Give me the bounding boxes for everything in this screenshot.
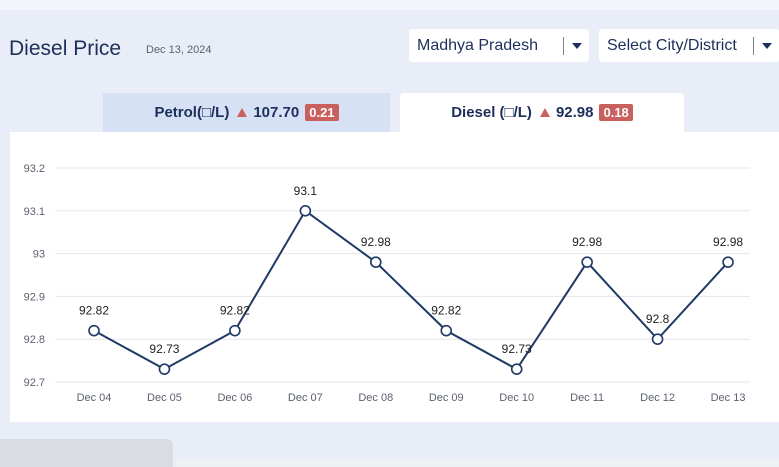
- data-label: 92.98: [713, 235, 743, 249]
- data-label: 92.98: [572, 235, 602, 249]
- x-tick-label: Dec 09: [429, 392, 464, 404]
- data-label: 92.82: [79, 304, 109, 318]
- price-line-chart: 92.7 92.8 92.9 93 93.1 93.2 Dec 04 Dec 05 Dec 06…: [24, 163, 750, 404]
- state-select-value: Madhya Pradesh: [417, 36, 538, 54]
- chevron-down-icon: [572, 42, 582, 49]
- data-point: [158, 363, 171, 375]
- arrow-up-icon: [237, 108, 248, 117]
- tab-diesel-label: Diesel (□/L): [451, 104, 532, 121]
- y-tick-label: 92.8: [24, 334, 45, 346]
- data-label: 92.82: [220, 304, 250, 318]
- x-tick-label: Dec 08: [358, 392, 393, 404]
- x-tick-label: Dec 04: [77, 392, 112, 404]
- top-strip: [0, 0, 779, 10]
- x-tick-label: Dec 11: [570, 392, 604, 404]
- data-point: [299, 205, 312, 217]
- x-tick-label: Dec 05: [147, 392, 182, 404]
- data-point: [651, 333, 664, 345]
- y-tick-label: 92.9: [24, 291, 45, 303]
- petrol-price: 107.70: [253, 104, 300, 121]
- data-point: [229, 324, 241, 337]
- arrow-up-icon: [539, 108, 550, 117]
- data-point: [369, 256, 382, 268]
- select-divider: [563, 36, 564, 55]
- tab-petrol[interactable]: Petrol(□/L) 107.70 0.21: [103, 93, 390, 132]
- data-point: [510, 363, 523, 375]
- data-label: 93.1: [294, 184, 318, 198]
- x-tick-label: Dec 13: [711, 392, 746, 404]
- city-select[interactable]: Select City/District: [599, 29, 779, 62]
- diesel-price: 92.98: [555, 104, 594, 121]
- data-label: 92.8: [646, 312, 670, 326]
- series-line: [93, 209, 729, 371]
- data-point: [722, 256, 734, 268]
- bottom-panel-tab: [0, 439, 173, 467]
- y-tick-label: 92.7: [24, 377, 45, 389]
- city-select-value: Select City/District: [607, 36, 737, 54]
- select-divider: [753, 36, 754, 55]
- page-title: Diesel Price: [9, 37, 122, 60]
- x-tick-label: Dec 10: [499, 392, 534, 404]
- tab-petrol-label: Petrol(□/L): [154, 104, 230, 121]
- x-tick-label: Dec 06: [217, 392, 252, 404]
- y-tick-label: 93.1: [24, 206, 45, 218]
- data-label: 92.73: [502, 342, 532, 356]
- bottom-panel-strip: [176, 458, 779, 467]
- state-select[interactable]: Madhya Pradesh: [409, 29, 589, 62]
- data-label: 92.98: [361, 235, 391, 249]
- petrol-change-badge: 0.21: [305, 104, 339, 121]
- data-point: [440, 324, 453, 337]
- diesel-change-badge: 0.18: [599, 104, 633, 121]
- data-label: 92.82: [431, 304, 461, 318]
- chevron-down-icon: [762, 42, 772, 49]
- price-date: Dec 13, 2024: [146, 44, 212, 56]
- tab-diesel[interactable]: Diesel (□/L) 92.98 0.18: [400, 93, 684, 132]
- x-tick-label: Dec 12: [640, 392, 675, 404]
- y-tick-label: 93.2: [24, 163, 45, 175]
- y-tick-label: 93: [33, 249, 45, 261]
- chart-panel: 92.7 92.8 92.9 93 93.1 93.2 Dec 04 Dec 05 Dec 06…: [10, 132, 779, 422]
- data-label: 92.73: [149, 342, 179, 356]
- x-tick-label: Dec 07: [288, 392, 323, 404]
- data-point: [581, 256, 593, 268]
- data-point: [88, 324, 100, 337]
